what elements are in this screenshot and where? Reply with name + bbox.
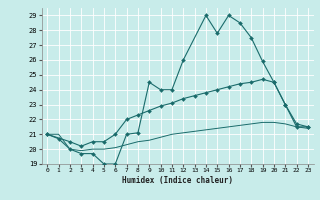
X-axis label: Humidex (Indice chaleur): Humidex (Indice chaleur): [122, 176, 233, 185]
